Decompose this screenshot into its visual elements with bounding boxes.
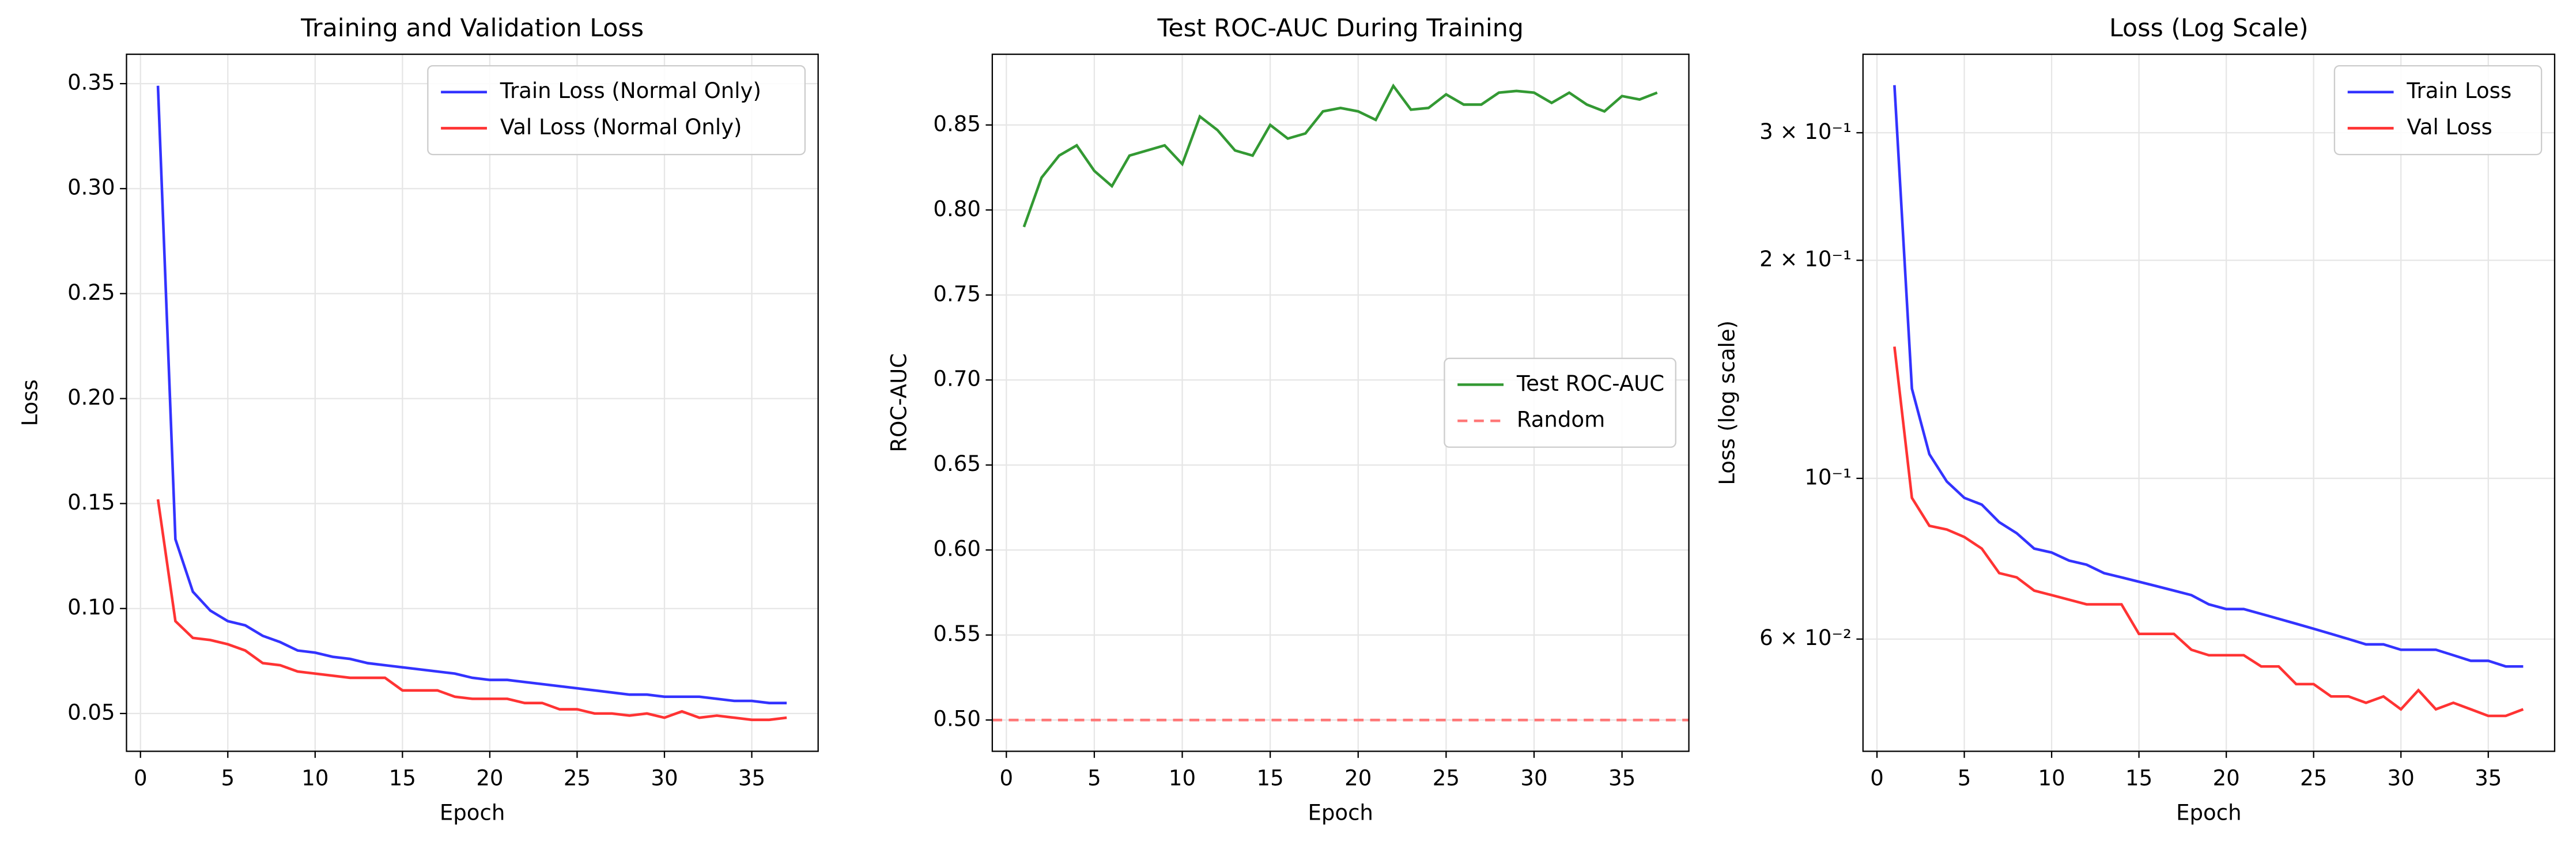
y-tick-label: 0.55 [933,621,980,646]
y-tick-label: 3 × 10⁻¹ [1759,119,1852,144]
x-tick-label: 5 [1087,765,1101,790]
plot-area [992,83,1689,722]
legend-box [427,65,806,156]
legend-label: Val Loss [2407,115,2492,139]
y-tick-label: 2 × 10⁻¹ [1759,247,1852,271]
legend-box [2333,65,2543,156]
y-tick-label: 0.35 [67,70,115,95]
y-tick-label: 0.05 [67,700,115,725]
legend-label: Train Loss [2406,78,2511,103]
y-tick-label: 0.20 [67,385,115,410]
y-tick-label: 0.80 [933,197,980,221]
legend-label: Random [1517,408,1605,432]
legend-label: Val Loss (Normal Only) [500,115,742,139]
axes-frame [991,53,1690,752]
x-tick-label: 35 [1608,765,1636,790]
x-tick-label: 5 [1958,765,1971,790]
x-tick-label: 25 [564,765,591,790]
x-tick-label: 30 [651,765,678,790]
x-tick-label: 30 [1520,765,1547,790]
x-axis-label: Epoch [2176,800,2241,825]
chart-panel: 0 5 10 15 20 25 30 35 0.50 0.55 0.60 0.65 0.70 0.75 0.… [887,14,1690,825]
legend-label: Train Loss (Normal Only) [500,78,761,103]
y-tick-label: 0.25 [67,280,115,305]
x-tick-label: 20 [1344,765,1372,790]
x-tick-label: 35 [2475,765,2502,790]
chart-panel: 0 5 10 15 20 25 30 35 0.05 0.10 0.15 0.20 0.25 0.30 0.… [18,14,819,825]
x-tick-label: 30 [2388,765,2415,790]
chart-title: Test ROC-AUC During Training [1157,14,1523,43]
y-tick-label: 6 × 10⁻² [1759,625,1852,650]
y-tick-label: 0.10 [67,595,115,620]
y-axis-label: ROC-AUC [887,353,912,452]
y-tick-label: 10⁻¹ [1804,465,1852,489]
data-line [156,85,787,704]
plot-area [156,85,787,722]
x-tick-label: 35 [738,765,765,790]
axes-frame [126,53,819,752]
x-axis-label: Epoch [1308,800,1373,825]
y-axis-label: Loss (log scale) [1715,320,1740,485]
x-tick-label: 10 [2038,765,2065,790]
x-tick-label: 25 [1433,765,1460,790]
plot-area [1893,85,2524,718]
data-line [1022,83,1658,228]
y-tick-label: 0.65 [933,451,980,476]
x-tick-label: 15 [2125,765,2152,790]
x-tick-label: 20 [2213,765,2240,790]
data-line [1893,346,2524,718]
x-tick-label: 25 [2300,765,2327,790]
legend: Train Loss (Normal Only) Val Loss (Normal… [427,65,806,156]
x-tick-label: 15 [389,765,416,790]
y-tick-label: 0.15 [67,490,115,515]
y-tick-label: 0.60 [933,537,980,561]
x-axis-label: Epoch [440,800,505,825]
legend: Train Loss Val Loss [2333,65,2543,156]
chart-panel: 0 5 10 15 20 25 30 35 6 × 10⁻² 10⁻¹ 2 × 10⁻¹ 3 × 10… [1715,14,2556,825]
x-tick-label: 10 [301,765,328,790]
y-tick-label: 0.85 [933,111,980,136]
x-tick-label: 15 [1257,765,1284,790]
data-line [156,499,787,722]
axes-frame [1862,53,2556,752]
chart-title: Loss (Log Scale) [2109,14,2309,43]
y-axis-label: Loss [18,379,43,426]
legend: Test ROC-AUC Random [1444,357,1676,448]
legend-box [1444,357,1676,448]
x-tick-label: 5 [221,765,235,790]
x-tick-label: 10 [1169,765,1196,790]
legend-label: Test ROC-AUC [1516,371,1664,396]
y-tick-label: 0.70 [933,367,980,391]
data-line [1893,85,2524,668]
y-tick-label: 0.50 [933,707,980,731]
y-tick-label: 0.75 [933,281,980,306]
x-tick-label: 0 [999,765,1013,790]
x-tick-label: 20 [476,765,503,790]
x-tick-label: 0 [134,765,148,790]
x-tick-label: 0 [1870,765,1884,790]
y-tick-label: 0.30 [67,175,115,200]
chart-title: Training and Validation Loss [300,14,644,43]
